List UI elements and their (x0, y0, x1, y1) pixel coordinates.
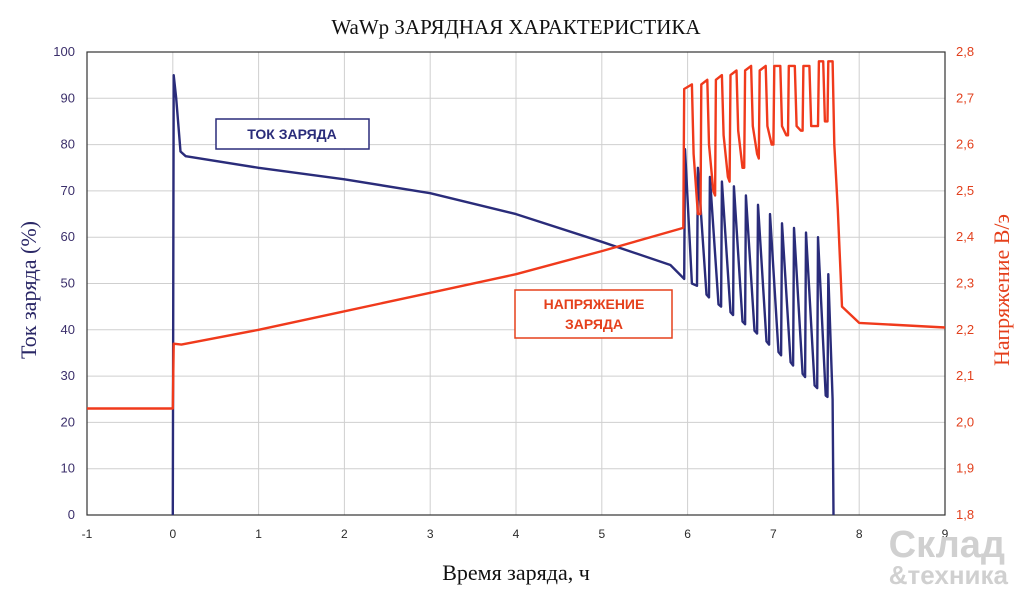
y-left-tick-label: 90 (61, 90, 75, 105)
y-left-tick-label: 10 (61, 461, 75, 476)
x-tick-label: 5 (598, 527, 605, 541)
y-left-tick-label: 70 (61, 183, 75, 198)
x-tick-label: 9 (942, 527, 949, 541)
right-axis-ticks: 1,8 1,9 2,0 2,1 2,2 2,3 2,4 2,5 2,6 2,7 2,8 (956, 44, 974, 522)
annotation-voltage-label-1: НАПРЯЖЕНИЕ (544, 296, 645, 312)
x-tick-label: 7 (770, 527, 777, 541)
x-axis-ticks: -1 0 1 2 3 4 5 6 7 8 9 (82, 527, 949, 541)
y-left-tick-label: 60 (61, 229, 75, 244)
y-axis-right-label: Напряжение В/э (989, 214, 1014, 366)
y-right-tick-label: 2,5 (956, 183, 974, 198)
x-tick-label: 4 (513, 527, 520, 541)
y-right-tick-label: 2,1 (956, 368, 974, 383)
watermark-line-2: &техника (889, 560, 1009, 590)
y-left-tick-label: 0 (68, 507, 75, 522)
left-axis-ticks: 0 10 20 30 40 50 60 70 80 90 100 (53, 44, 75, 522)
y-right-tick-label: 2,8 (956, 44, 974, 59)
series-voltage-line (87, 60, 946, 410)
y-right-tick-label: 2,0 (956, 414, 974, 429)
x-tick-label: 0 (169, 527, 176, 541)
x-tick-label: 2 (341, 527, 348, 541)
y-right-tick-label: 2,6 (956, 137, 974, 152)
annotation-voltage-box (514, 289, 673, 339)
y-right-tick-label: 1,8 (956, 507, 974, 522)
y-right-tick-label: 2,3 (956, 276, 974, 291)
watermark-logo: Склад &техника (889, 524, 1009, 590)
x-tick-label: 1 (255, 527, 262, 541)
annotation-current-label: ТОК ЗАРЯДА (247, 126, 337, 142)
y-right-tick-label: 2,7 (956, 90, 974, 105)
x-axis-label: Время заряда, ч (442, 560, 590, 585)
series-current-line (171, 74, 835, 516)
annotation-current: ТОК ЗАРЯДА (215, 118, 370, 150)
y-right-tick-label: 1,9 (956, 461, 974, 476)
x-tick-label: 6 (684, 527, 691, 541)
watermark-line-1: Склад (889, 524, 1005, 566)
annotation-voltage-label-2: ЗАРЯДА (565, 316, 623, 332)
y-left-tick-label: 20 (61, 414, 75, 429)
x-tick-label: -1 (82, 527, 93, 541)
x-tick-label: 8 (856, 527, 863, 541)
y-left-tick-label: 50 (61, 276, 75, 291)
chart-title: WaWp ЗАРЯДНАЯ ХАРАКТЕРИСТИКА (331, 15, 701, 39)
y-left-tick-label: 30 (61, 368, 75, 383)
x-tick-label: 3 (427, 527, 434, 541)
y-left-tick-label: 80 (61, 137, 75, 152)
y-axis-left-label: Ток заряда (%) (16, 221, 41, 359)
y-left-tick-label: 40 (61, 322, 75, 337)
y-left-tick-label: 100 (53, 44, 75, 59)
y-right-tick-label: 2,4 (956, 229, 974, 244)
annotation-current-box (215, 118, 370, 150)
annotation-voltage: НАПРЯЖЕНИЕ ЗАРЯДА (514, 289, 673, 339)
plot-frame (86, 51, 946, 516)
y-right-tick-label: 2,2 (956, 322, 974, 337)
